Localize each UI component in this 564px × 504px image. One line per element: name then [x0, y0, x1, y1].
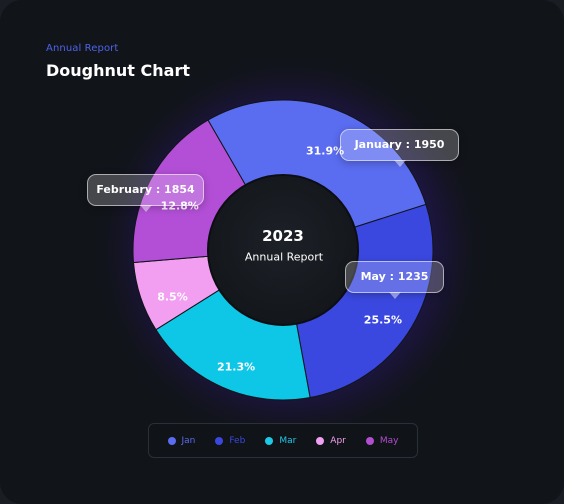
legend-dot-may — [365, 436, 374, 445]
percent-label-mar: 21.3% — [216, 360, 256, 374]
legend-label-apr: Apr — [330, 435, 346, 446]
legend-label-may: May — [379, 435, 399, 446]
legend-dot-mar — [265, 436, 274, 445]
center-year: 2023 — [262, 227, 304, 245]
chart-title: Doughnut Chart — [46, 61, 190, 80]
legend-dot-apr — [316, 436, 325, 445]
percent-label-may: 12.8% — [160, 199, 199, 213]
legend-item-apr[interactable]: Apr — [316, 436, 346, 446]
tooltip-jan: January : 1950 — [340, 129, 459, 167]
legend-dot-jan — [167, 436, 176, 445]
legend-label-feb: Feb — [229, 435, 246, 446]
legend-label-jan: Jan — [181, 435, 196, 446]
legend-label-mar: Mar — [279, 435, 297, 446]
legend-item-jan[interactable]: Jan — [167, 435, 196, 446]
chart-subtitle: Annual Report — [46, 43, 119, 54]
tooltip-feb: February : 1854 — [87, 174, 204, 212]
legend-item-mar[interactable]: Mar — [265, 436, 296, 446]
legend-dot-feb — [215, 436, 224, 445]
doughnut-hole — [207, 174, 359, 326]
tooltip-may: May : 1235 — [345, 261, 444, 299]
percent-label-apr: 8.5% — [157, 290, 188, 304]
percent-label-feb: 25.5% — [363, 313, 402, 327]
legend-item-may[interactable]: May — [365, 435, 399, 446]
chart-legend: Jan Feb Mar Apr May — [148, 423, 418, 458]
legend-item-feb[interactable]: Feb — [215, 436, 245, 446]
center-label: Annual Report — [244, 250, 324, 264]
percent-label-jan: 31.9% — [305, 144, 345, 158]
